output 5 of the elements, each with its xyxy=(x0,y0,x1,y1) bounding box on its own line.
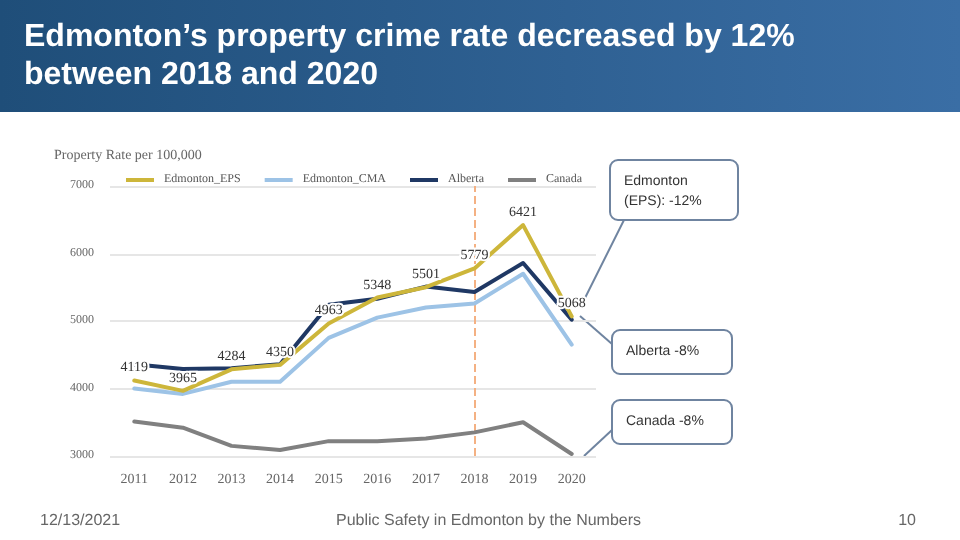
chart-title: Edmonton’s property crime rate decreased by 12% between 2018 and 2020 xyxy=(24,20,804,92)
text: 10 xyxy=(898,511,918,529)
text: Public Safety in Edmonton by the Numbers xyxy=(336,511,642,529)
line-series xyxy=(132,419,574,456)
text: 12/13/2021 xyxy=(40,511,122,529)
